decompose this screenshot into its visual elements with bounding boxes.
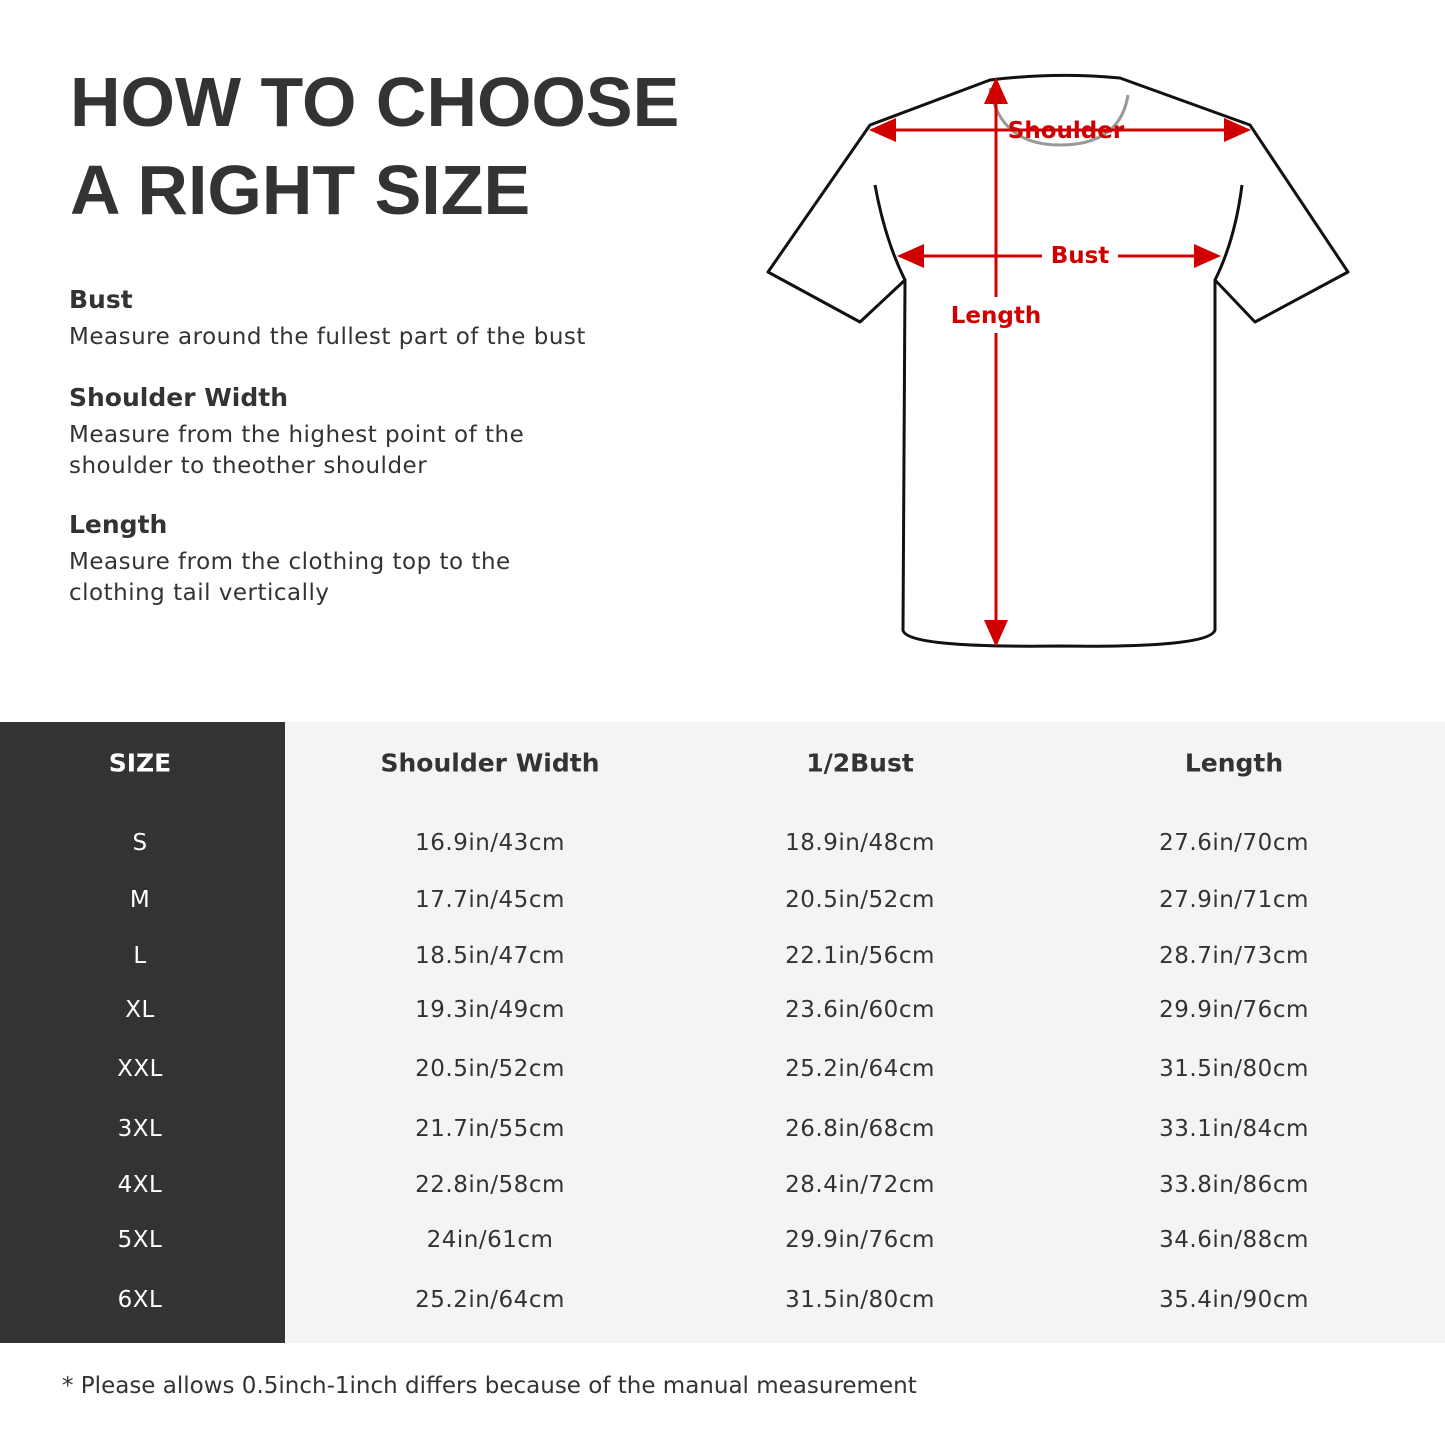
size-column xyxy=(0,722,285,1343)
tshirt-outline xyxy=(766,73,1350,648)
header-size: SIZE xyxy=(108,748,172,778)
cell-size: S xyxy=(132,830,148,856)
title-line-1: HOW TO CHOOSE xyxy=(70,63,680,141)
header-length: Length xyxy=(1184,748,1284,778)
cell-half-bust: 28.4in/72cm xyxy=(785,1172,935,1198)
cell-shoulder-width: 22.8in/58cm xyxy=(415,1172,565,1198)
cell-length: 34.6in/88cm xyxy=(1159,1227,1309,1253)
cell-length: 27.6in/70cm xyxy=(1159,830,1309,856)
shoulder-label: Shoulder xyxy=(1008,118,1125,144)
title-line-2: A RIGHT SIZE xyxy=(70,151,531,229)
measure-length: Length Measure from the clothing top to … xyxy=(69,509,549,609)
cell-shoulder-width: 18.5in/47cm xyxy=(415,943,565,969)
cell-shoulder-width: 17.7in/45cm xyxy=(415,887,565,913)
measure-text: Measure around the fullest part of the b… xyxy=(69,324,586,350)
cell-shoulder-width: 19.3in/49cm xyxy=(415,997,565,1023)
cell-length: 33.8in/86cm xyxy=(1159,1172,1309,1198)
cell-shoulder-width: 25.2in/64cm xyxy=(415,1287,565,1313)
bust-label: Bust xyxy=(1051,243,1110,269)
header-half-bust: 1/2Bust xyxy=(806,748,914,778)
cell-half-bust: 25.2in/64cm xyxy=(785,1056,935,1082)
measure-heading: Shoulder Width xyxy=(69,383,289,412)
footnote: * Please allows 0.5inch-1inch differs be… xyxy=(62,1373,917,1399)
right-armhole xyxy=(1213,184,1244,281)
cell-half-bust: 29.9in/76cm xyxy=(785,1227,935,1253)
cell-length: 35.4in/90cm xyxy=(1159,1287,1309,1313)
cell-shoulder-width: 20.5in/52cm xyxy=(415,1056,565,1082)
header-shoulder-width: Shoulder Width xyxy=(380,748,600,778)
cell-length: 31.5in/80cm xyxy=(1159,1056,1309,1082)
measure-bust: Bust Measure around the fullest part of … xyxy=(69,284,689,353)
cell-half-bust: 23.6in/60cm xyxy=(785,997,935,1023)
measure-heading: Bust xyxy=(69,285,133,314)
cell-shoulder-width: 16.9in/43cm xyxy=(415,830,565,856)
cell-length: 29.9in/76cm xyxy=(1159,997,1309,1023)
cell-length: 33.1in/84cm xyxy=(1159,1116,1309,1142)
cell-length: 27.9in/71cm xyxy=(1159,887,1309,913)
size-table: SIZE Shoulder Width 1/2Bust Length S 16.9in/4… xyxy=(0,722,1445,1343)
cell-length: 28.7in/73cm xyxy=(1159,943,1309,969)
cell-half-bust: 22.1in/56cm xyxy=(785,943,935,969)
measure-heading: Length xyxy=(69,510,168,539)
cell-size: 6XL xyxy=(117,1287,163,1313)
measure-text: Measure from the clothing top to the clo… xyxy=(69,549,511,606)
length-label: Length xyxy=(951,303,1041,329)
cell-size: XXL xyxy=(117,1056,163,1082)
cell-half-bust: 31.5in/80cm xyxy=(785,1287,935,1313)
cell-shoulder-width: 21.7in/55cm xyxy=(415,1116,565,1142)
measure-shoulder: Shoulder Width Measure from the highest … xyxy=(69,382,569,482)
cell-size: M xyxy=(129,887,151,913)
tshirt-diagram: Shoulder Bust Length xyxy=(766,73,1350,648)
cell-size: 3XL xyxy=(117,1116,163,1142)
cell-half-bust: 26.8in/68cm xyxy=(785,1116,935,1142)
page-title: HOW TO CHOOSE A RIGHT SIZE xyxy=(70,58,679,234)
cell-size: 4XL xyxy=(117,1172,163,1198)
measure-text: Measure from the highest point of the sh… xyxy=(69,422,525,479)
left-armhole xyxy=(873,184,907,281)
cell-size: L xyxy=(133,943,147,969)
cell-size: XL xyxy=(125,997,155,1023)
cell-half-bust: 20.5in/52cm xyxy=(785,887,935,913)
cell-size: 5XL xyxy=(117,1227,163,1253)
cell-shoulder-width: 24in/61cm xyxy=(426,1227,554,1253)
cell-half-bust: 18.9in/48cm xyxy=(785,830,935,856)
